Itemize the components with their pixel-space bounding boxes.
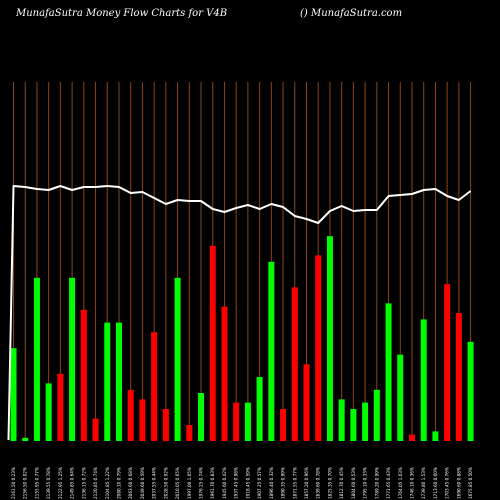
- bar-label: 2028.50 0.92%: [163, 467, 168, 499]
- bar-up: [69, 277, 76, 441]
- bar-label: 2156.50 0.02%: [23, 467, 28, 499]
- bar-label: 2122.95 1.25%: [58, 467, 63, 499]
- bar-label: 1795.10 0.33%: [363, 467, 368, 499]
- bar-down: [162, 409, 169, 441]
- bar-down: [303, 364, 310, 441]
- bar-label: 2120.85 0.74%: [93, 467, 98, 499]
- bar-up: [198, 393, 205, 441]
- bar-down: [186, 425, 193, 441]
- bar-up: [350, 409, 357, 441]
- bar-up: [22, 437, 29, 441]
- bar-up: [33, 277, 40, 441]
- price-line: [7, 185, 472, 441]
- bar-label: 1896.40 0.32%: [269, 467, 274, 499]
- bar-label: 1918.45 0.59%: [245, 467, 250, 499]
- bar-down: [280, 409, 287, 441]
- bar-down: [139, 399, 146, 441]
- bar-label: 1937.45 0.98%: [234, 467, 239, 499]
- bar-label: 1857.20 0.96%: [304, 467, 309, 499]
- bar-up: [45, 383, 52, 441]
- bar-down: [80, 309, 87, 441]
- bar-down: [92, 418, 99, 441]
- bar-up: [467, 341, 474, 441]
- bar-down: [291, 287, 298, 441]
- bar-label: 1675.85 0.50%: [468, 467, 473, 499]
- bar-label: 2136.15 0.72%: [81, 467, 86, 499]
- bar-down: [127, 389, 134, 441]
- bar-down: [444, 284, 451, 441]
- bar-label: 1961.70 0.83%: [210, 467, 215, 499]
- bar-label: 1825.35 0.70%: [327, 467, 332, 499]
- bar-up: [326, 236, 333, 441]
- bar-label: 2063.60 0.68%: [128, 467, 133, 499]
- bar-up: [174, 277, 181, 441]
- bar-label: 2010.05 0.65%: [175, 467, 180, 499]
- bar-up: [338, 399, 345, 441]
- bar-up: [256, 377, 263, 441]
- bar-down: [315, 255, 322, 441]
- bar-label: 2161.50 0.23%: [11, 467, 16, 499]
- bar-label: 1690.60 0.88%: [456, 467, 461, 499]
- bar-label: 1771.65 0.43%: [386, 467, 391, 499]
- bar-up: [373, 389, 380, 441]
- chart-title: MunafaSutra Money Flow Charts for V4B: [16, 8, 228, 19]
- bar-down: [151, 332, 158, 441]
- bar-up: [385, 303, 392, 441]
- bar-down: [221, 306, 228, 441]
- bar-label: 2049.60 0.59%: [140, 467, 145, 499]
- bar-label: 2037.55 0.44%: [152, 467, 157, 499]
- bar-down: [209, 245, 216, 441]
- bar-label: 1703.45 0.76%: [445, 467, 450, 499]
- bar-label: 2149.85 0.64%: [70, 467, 75, 499]
- bar-up: [115, 322, 122, 441]
- bar-label: 1713.60 0.60%: [433, 467, 438, 499]
- bar-label: 1871.55 0.77%: [292, 467, 297, 499]
- bar-label: 1839.60 0.78%: [316, 467, 321, 499]
- bar-up: [432, 431, 439, 441]
- bar-up: [10, 348, 17, 441]
- bar-down: [57, 373, 64, 441]
- bar-label: 2155.95 0.77%: [34, 467, 39, 499]
- bar-up: [397, 354, 404, 441]
- bar-label: 1976.25 0.74%: [199, 467, 204, 499]
- bar-label: 1789.20 0.99%: [374, 467, 379, 499]
- bar-label: 1890.35 0.99%: [281, 467, 286, 499]
- bar-down: [233, 402, 240, 441]
- bar-label: 1945.60 0.42%: [222, 467, 227, 499]
- bar-up: [362, 402, 369, 441]
- bar-up: [104, 322, 111, 441]
- bar-down: [455, 313, 462, 441]
- bar-label: 1739.80 1.53%: [421, 467, 426, 499]
- bar-label: 2104.85 1.22%: [105, 467, 110, 499]
- bar-label: 1764.05 1.03%: [398, 467, 403, 499]
- bar-down: [408, 434, 415, 441]
- bar-up: [420, 319, 427, 441]
- bar-label: 1812.70 0.45%: [339, 467, 344, 499]
- bar-up: [268, 261, 275, 441]
- bar-label: 1907.25 0.57%: [257, 467, 262, 499]
- site-credit: () MunafaSutra.com: [300, 8, 403, 19]
- bar-label: 1997.00 1.05%: [187, 467, 192, 499]
- bar-up: [244, 402, 251, 441]
- bar-label: 1746.10 0.36%: [409, 467, 414, 499]
- bar-label: 1804.60 0.53%: [351, 467, 356, 499]
- bar-label: 2080.10 0.79%: [116, 467, 121, 499]
- bar-label: 2139.55 0.78%: [46, 467, 51, 499]
